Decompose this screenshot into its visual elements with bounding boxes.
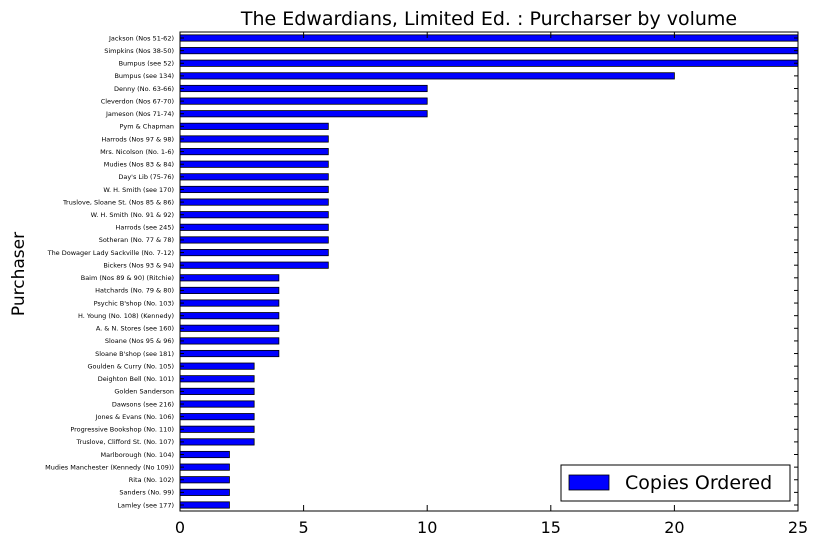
- y-tick-label: W. H. Smith (see 170): [103, 186, 174, 194]
- bars-layer: [179, 34, 799, 509]
- x-tick-label: 15: [541, 518, 561, 537]
- bar: [179, 413, 255, 421]
- y-tick-label: Bumpus (see 52): [119, 60, 174, 68]
- y-tick-label: The Dowager Lady Sackville (No. 7-12): [47, 249, 174, 257]
- y-tick-label: W. H. Smith (No. 91 & 92): [91, 211, 174, 219]
- y-tick-label: A. & N. Stores (see 160): [96, 325, 174, 333]
- bar: [179, 72, 675, 80]
- y-tick-label: Harrods (Nos 97 & 98): [101, 135, 174, 143]
- legend-label: Copies Ordered: [625, 472, 772, 494]
- bar: [179, 501, 230, 509]
- bar: [179, 312, 280, 320]
- legend: Copies Ordered: [560, 464, 791, 502]
- x-tick-label: 20: [664, 518, 684, 537]
- bar: [179, 148, 329, 156]
- bar: [179, 488, 230, 496]
- bar: [179, 34, 799, 42]
- bar: [179, 387, 255, 395]
- y-tick-label: Sloane (Nos 95 & 96): [105, 337, 174, 345]
- bar: [179, 337, 280, 345]
- bar: [179, 249, 329, 257]
- bar: [179, 375, 255, 383]
- bar: [179, 160, 329, 168]
- y-tick-label: Bickers (Nos 93 & 94): [103, 261, 174, 269]
- y-tick-label: Mudies (Nos 83 & 84): [104, 161, 174, 169]
- y-tick-label: Mudies Manchester (Kennedy (No 109)): [45, 463, 174, 471]
- x-tick-label: 25: [788, 518, 808, 537]
- bar: [179, 185, 329, 194]
- bar: [179, 476, 230, 484]
- y-tick-label: Cleverdon (Nos 67-70): [101, 97, 174, 105]
- legend-swatch: [568, 474, 610, 491]
- bar: [179, 110, 428, 118]
- x-tick-label: 10: [417, 518, 437, 537]
- bar: [179, 261, 329, 269]
- bar: [179, 400, 255, 408]
- bar: [179, 438, 255, 446]
- y-tick-label: Goulden & Curry (No. 105): [87, 362, 174, 370]
- y-tick-label: Simpkins (Nos 38-50): [104, 47, 174, 55]
- y-tick-label: H. Young (No. 108) (Kennedy): [78, 312, 174, 320]
- bar: [179, 122, 329, 130]
- bar: [179, 59, 799, 67]
- bar: [179, 286, 280, 294]
- y-tick-label: Sloane B'shop (see 181): [95, 350, 174, 358]
- bar: [179, 198, 329, 206]
- bar: [179, 173, 329, 181]
- y-tick-label: Deighton Bell (No. 101): [98, 375, 174, 383]
- x-tick-label: 5: [299, 518, 309, 537]
- y-tick-label: Marlborough (No. 104): [101, 451, 174, 459]
- y-tick-label: Bumpus (see 134): [114, 72, 174, 80]
- y-tick-label: Sanders (No. 99): [119, 489, 174, 497]
- bar: [179, 362, 255, 370]
- bar: [179, 236, 329, 244]
- bar: [179, 450, 230, 459]
- y-tick-label: Day's Lib (75-76): [118, 173, 174, 181]
- bar: [179, 463, 230, 471]
- bar: [179, 211, 329, 219]
- y-tick-label: Truslove, Clifford St. (No. 107): [76, 438, 174, 446]
- plot-frame: [179, 31, 799, 512]
- y-tick-label: Jackson (Nos 51-62): [108, 34, 174, 42]
- y-tick-label: Truslove, Sloane St. (Nos 85 & 86): [62, 198, 174, 206]
- y-tick-label: Harrods (see 245): [116, 224, 174, 232]
- y-tick-label: Baim (Nos 89 & 90) (Ritchie): [81, 274, 174, 282]
- y-tick-label: Jameson (Nos 71-74): [105, 110, 174, 118]
- y-tick-label: Golden Sanderson: [114, 388, 174, 396]
- y-tick-label: Mrs. Nicolson (No. 1-6): [100, 148, 174, 156]
- y-tick-label: Jones & Evans (No. 106): [95, 413, 174, 421]
- y-tick-label: Progressive Bookshop (No. 110): [70, 426, 174, 434]
- x-ticks: 0 5 10 15 20 25: [175, 32, 808, 537]
- bar: [179, 324, 280, 332]
- bar: [179, 425, 255, 433]
- y-tick-label: Rita (No. 102): [129, 476, 174, 484]
- y-tick-label: Psychic B'shop (No. 103): [94, 299, 174, 307]
- bar: [179, 135, 329, 143]
- bar: [179, 97, 428, 105]
- bar: [179, 84, 428, 93]
- y-tick-label: Dawsons (see 216): [112, 400, 174, 408]
- y-tick-label: Pym & Chapman: [119, 123, 174, 131]
- y-tick-label: Lamley (see 177): [117, 501, 174, 509]
- x-tick-label: 0: [175, 518, 185, 537]
- y-tick-label: Denny (No. 63-66): [114, 85, 174, 93]
- y-tick-label: Sotheran (No. 77 & 78): [99, 236, 174, 244]
- bar: [179, 223, 329, 231]
- bar: [179, 349, 280, 358]
- chart-title: The Edwardians, Limited Ed. : Purcharser…: [240, 8, 737, 30]
- bar: [179, 274, 280, 282]
- y-axis-label: Purchaser: [9, 232, 29, 316]
- bar: [179, 299, 280, 307]
- y-ticks: Jackson (Nos 51-62) Simpkins (Nos 38-50) B…: [45, 34, 798, 509]
- bar: [179, 47, 799, 55]
- y-tick-label: Hatchards (No. 79 & 80): [95, 287, 174, 295]
